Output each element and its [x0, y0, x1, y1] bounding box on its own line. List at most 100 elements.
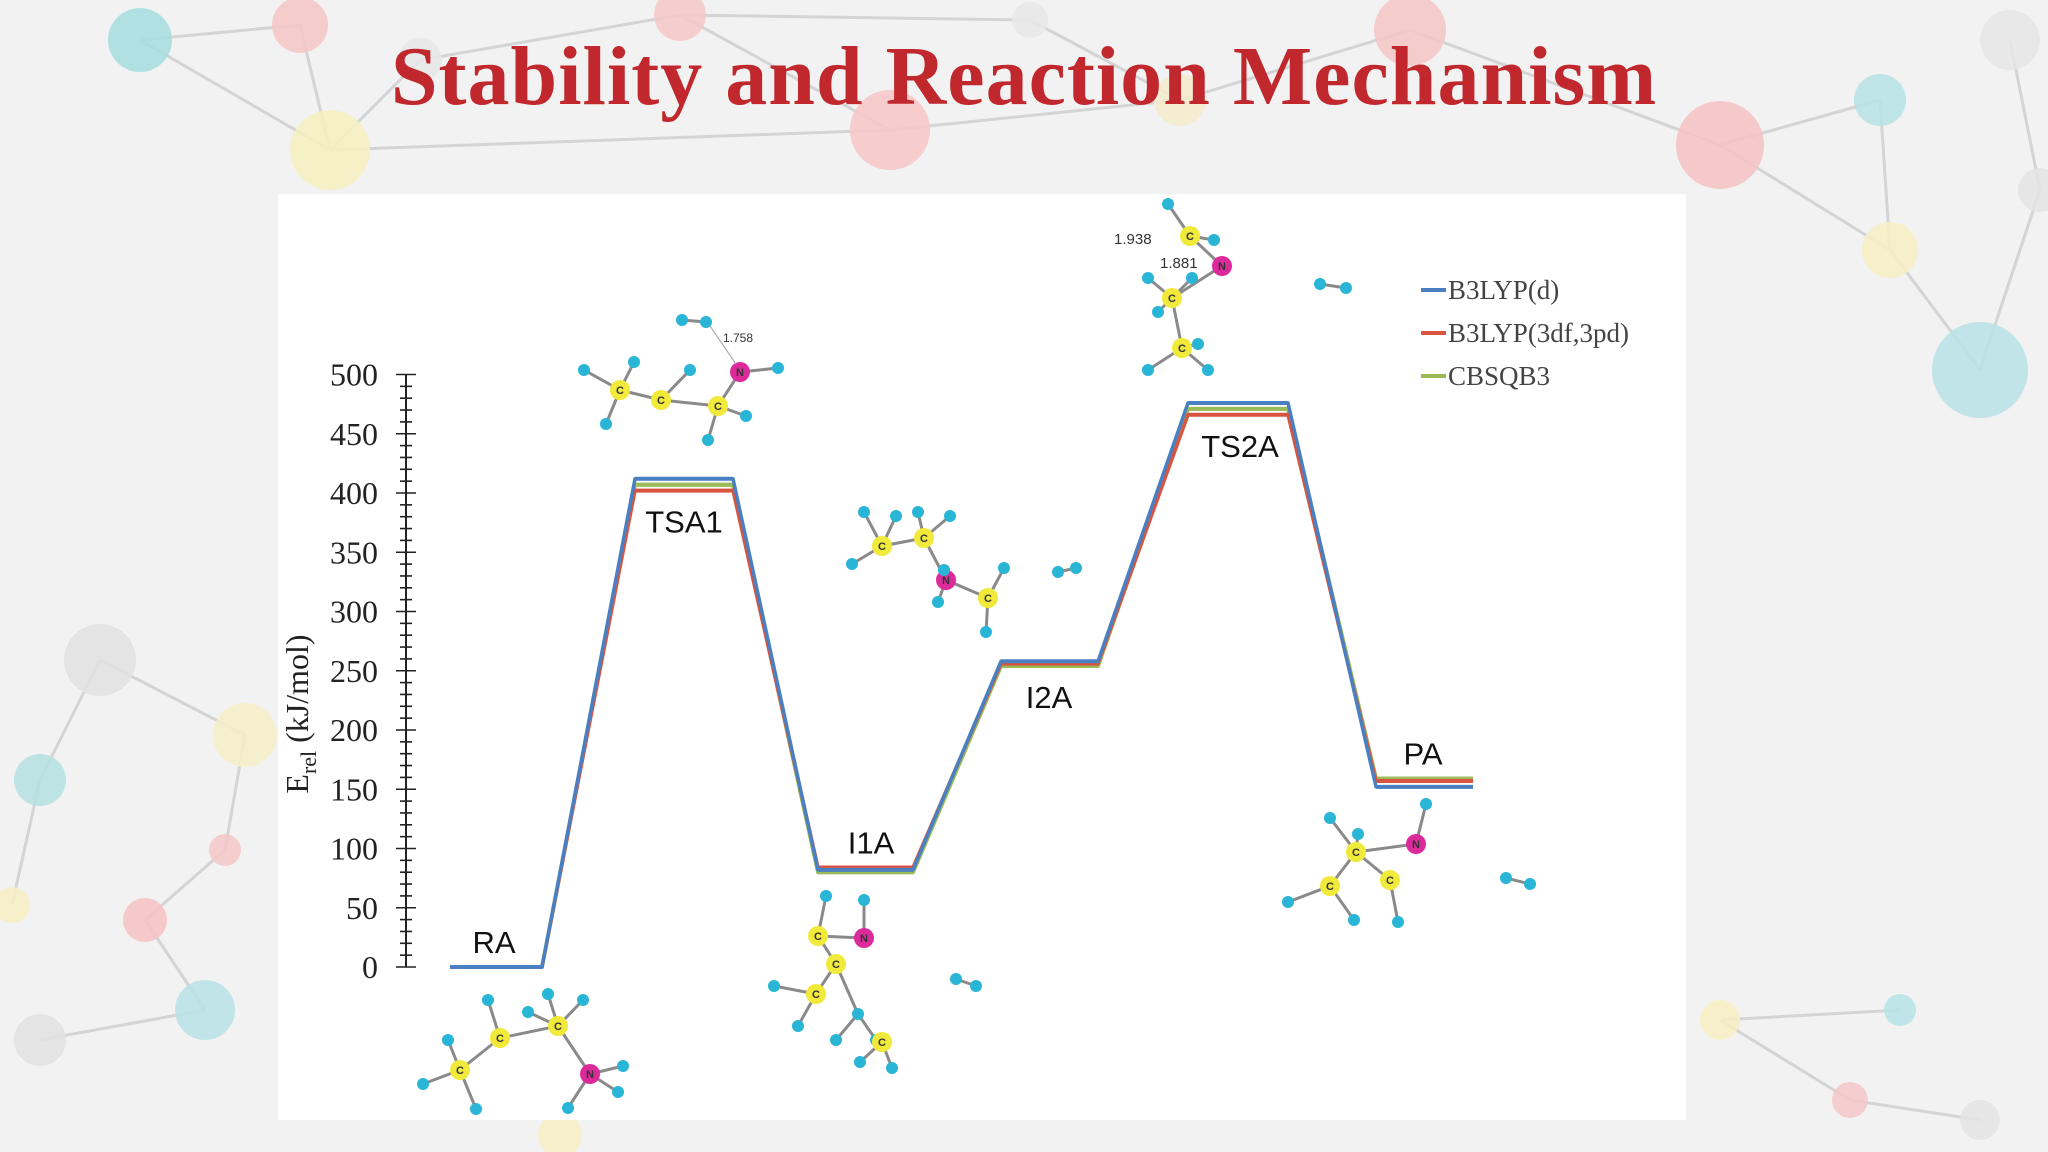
bg-atom-dot — [1884, 994, 1916, 1026]
y-tick-label: 450 — [330, 416, 378, 452]
molecule-structure — [1500, 872, 1536, 890]
hydrogen-atom — [980, 626, 992, 638]
atom-label: C — [812, 989, 820, 1001]
hydrogen-atom — [950, 973, 962, 985]
bg-atom-dot — [1960, 1100, 2000, 1140]
slide-title: Stability and Reaction Mechanism — [390, 30, 1658, 123]
carbon-atom — [1180, 226, 1200, 246]
bg-atom-dot — [209, 834, 241, 866]
molecule-structure: C C C N — [417, 988, 629, 1115]
hydrogen-atom — [1070, 562, 1082, 574]
bg-bond-line — [1719, 1008, 1901, 1022]
hydrogen-atom — [684, 364, 696, 376]
hydrogen-atom — [470, 1103, 482, 1115]
bg-bond-line — [679, 13, 1031, 22]
hydrogen-atom — [702, 434, 714, 446]
hydrogen-atom — [846, 558, 858, 570]
legend-label: CBSQB3 — [1448, 361, 1550, 391]
carbon-atom — [806, 984, 826, 1004]
y-tick-label: 400 — [330, 475, 378, 511]
category-label: PA — [1403, 737, 1442, 772]
carbon-atom — [1172, 338, 1192, 358]
atom-label: C — [814, 931, 822, 943]
bg-atom-dot — [123, 898, 167, 942]
atom-label: C — [496, 1033, 504, 1045]
nitrogen-atom — [730, 362, 750, 382]
bg-atom-dot — [175, 980, 235, 1040]
hydrogen-atom — [1192, 338, 1204, 350]
bg-atom-dot — [1932, 322, 2028, 418]
hydrogen-atom — [578, 364, 590, 376]
bg-bond-line — [889, 98, 1181, 132]
hydrogen-atom — [600, 418, 612, 430]
hydrogen-atom — [932, 596, 944, 608]
molecule-structure — [1052, 562, 1082, 578]
bg-atom-dot — [2018, 168, 2048, 212]
hydrogen-atom — [1282, 896, 1294, 908]
atom-label: C — [1168, 293, 1176, 305]
atom-label: C — [878, 1037, 886, 1049]
nitrogen-atom — [1212, 256, 1232, 276]
category-label: I1A — [848, 825, 895, 860]
hydrogen-atom — [562, 1102, 574, 1114]
hydrogen-atom — [998, 562, 1010, 574]
hydrogen-atom — [858, 894, 870, 906]
atom-label: C — [554, 1021, 562, 1033]
legend-label: B3LYP(3df,3pd) — [1448, 318, 1629, 348]
molecule-structure — [950, 973, 982, 992]
nitrogen-atom — [854, 928, 874, 948]
nitrogen-atom — [580, 1064, 600, 1084]
hydrogen-atom — [442, 1034, 454, 1046]
hydrogen-atom — [1348, 914, 1360, 926]
bg-atom-dot — [850, 90, 930, 170]
carbon-atom — [914, 528, 934, 548]
atom-label: C — [1178, 343, 1186, 355]
hydrogen-atom — [944, 510, 956, 522]
molecule-structure: C C C N — [578, 356, 784, 446]
legend-label: B3LYP(d) — [1448, 275, 1559, 305]
atom-label: C — [920, 533, 928, 545]
hydrogen-atom — [740, 410, 752, 422]
bg-atom-dot — [1374, 0, 1446, 66]
atom-label: C — [1326, 881, 1334, 893]
hydrogen-atom — [854, 1056, 866, 1068]
bg-atom-dot — [1832, 1082, 1868, 1118]
hydrogen-atom — [1202, 364, 1214, 376]
bond-distance-label: 1.938 — [1114, 231, 1152, 248]
carbon-atom — [978, 588, 998, 608]
bg-atom-dot — [1012, 2, 1048, 38]
carbon-atom — [651, 390, 671, 410]
bg-atom-dot — [1980, 10, 2040, 70]
y-tick-label: 50 — [346, 890, 378, 926]
bg-bond-line — [1719, 1018, 1851, 1102]
carbon-atom — [708, 396, 728, 416]
bg-atom-dot — [1862, 222, 1918, 278]
hydrogen-atom — [890, 510, 902, 522]
hydrogen-atom — [792, 1020, 804, 1032]
hydrogen-atom — [1392, 916, 1404, 928]
hydrogen-atom — [820, 890, 832, 902]
energy-profile-chart: 0 50 100 150 200 250 300 350 400 450 500 Erel (kJ/m… — [279, 198, 1629, 1115]
y-axis-label-sub: rel — [296, 751, 321, 774]
atom-label: C — [878, 541, 886, 553]
bg-bond-line — [419, 13, 681, 62]
series-line-B3LYP(d) — [450, 401, 1473, 969]
atom-label: C — [657, 395, 665, 407]
carbon-atom — [872, 536, 892, 556]
atom-label: C — [1386, 875, 1394, 887]
molecule-structure: C — [854, 1032, 898, 1074]
bg-atom-dot — [64, 624, 136, 696]
series-line-CBSQB3 — [450, 406, 1473, 969]
y-tick-label: 500 — [330, 357, 378, 393]
atom-label: N — [1218, 261, 1226, 273]
hydrogen-atom — [1500, 872, 1512, 884]
carbon-atom — [872, 1032, 892, 1052]
carbon-atom — [1346, 842, 1366, 862]
hydrogen-atom — [1142, 272, 1154, 284]
y-tick-label: 100 — [330, 831, 378, 867]
y-tick-label: 0 — [362, 949, 378, 985]
bg-bond-line — [1029, 18, 1181, 102]
bg-atom-dot — [14, 1014, 66, 1066]
bg-bond-line — [329, 128, 891, 152]
